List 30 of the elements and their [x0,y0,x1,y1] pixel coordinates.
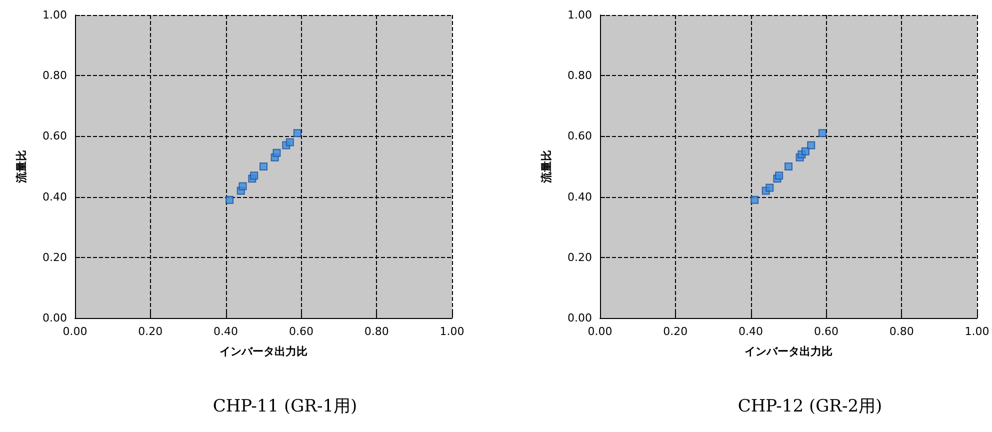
y-tick-label: 0.40 [568,190,592,204]
y-axis-title: 流量比 [15,150,28,184]
y-tick-label: 0.80 [568,69,592,82]
text: CHP-11 (GR-1用) [212,396,358,416]
x-tick-label: 1.00 [440,325,464,338]
x-tick-label: 0.80 [889,325,914,338]
x-tick-label: 0.00 [62,325,88,338]
y-tick-label: 1.00 [568,8,592,22]
y-tick-label: 0.20 [42,250,67,264]
y-tick-label: 0.80 [42,69,67,82]
x-tick-label: 0.60 [814,325,838,338]
x-axis-title: インバータ出力比 [220,345,308,358]
x-tick-label: 0.40 [738,325,764,338]
y-tick-label: 0.00 [42,312,67,324]
x-tick-label: 0.80 [364,325,389,338]
x-tick-label: 1.00 [964,325,990,338]
y-tick-label: 1.00 [42,8,67,22]
y-axis-title: 流量比 [540,150,553,184]
x-tick-label: 0.20 [138,325,163,338]
y-tick-label: 0.60 [42,130,67,143]
x-tick-label: 0.60 [288,325,314,338]
x-axis-title: インバータ出力比 [744,345,832,358]
y-tick-label: 0.40 [42,190,67,204]
y-tick-label: 0.60 [568,130,592,143]
x-tick-label: 0.00 [588,325,612,338]
x-tick-label: 0.40 [214,325,238,338]
y-tick-label: 0.20 [568,250,592,264]
y-tick-label: 0.00 [568,312,592,324]
x-tick-label: 0.20 [663,325,688,338]
text: CHP-12 (GR-2用) [738,396,882,416]
